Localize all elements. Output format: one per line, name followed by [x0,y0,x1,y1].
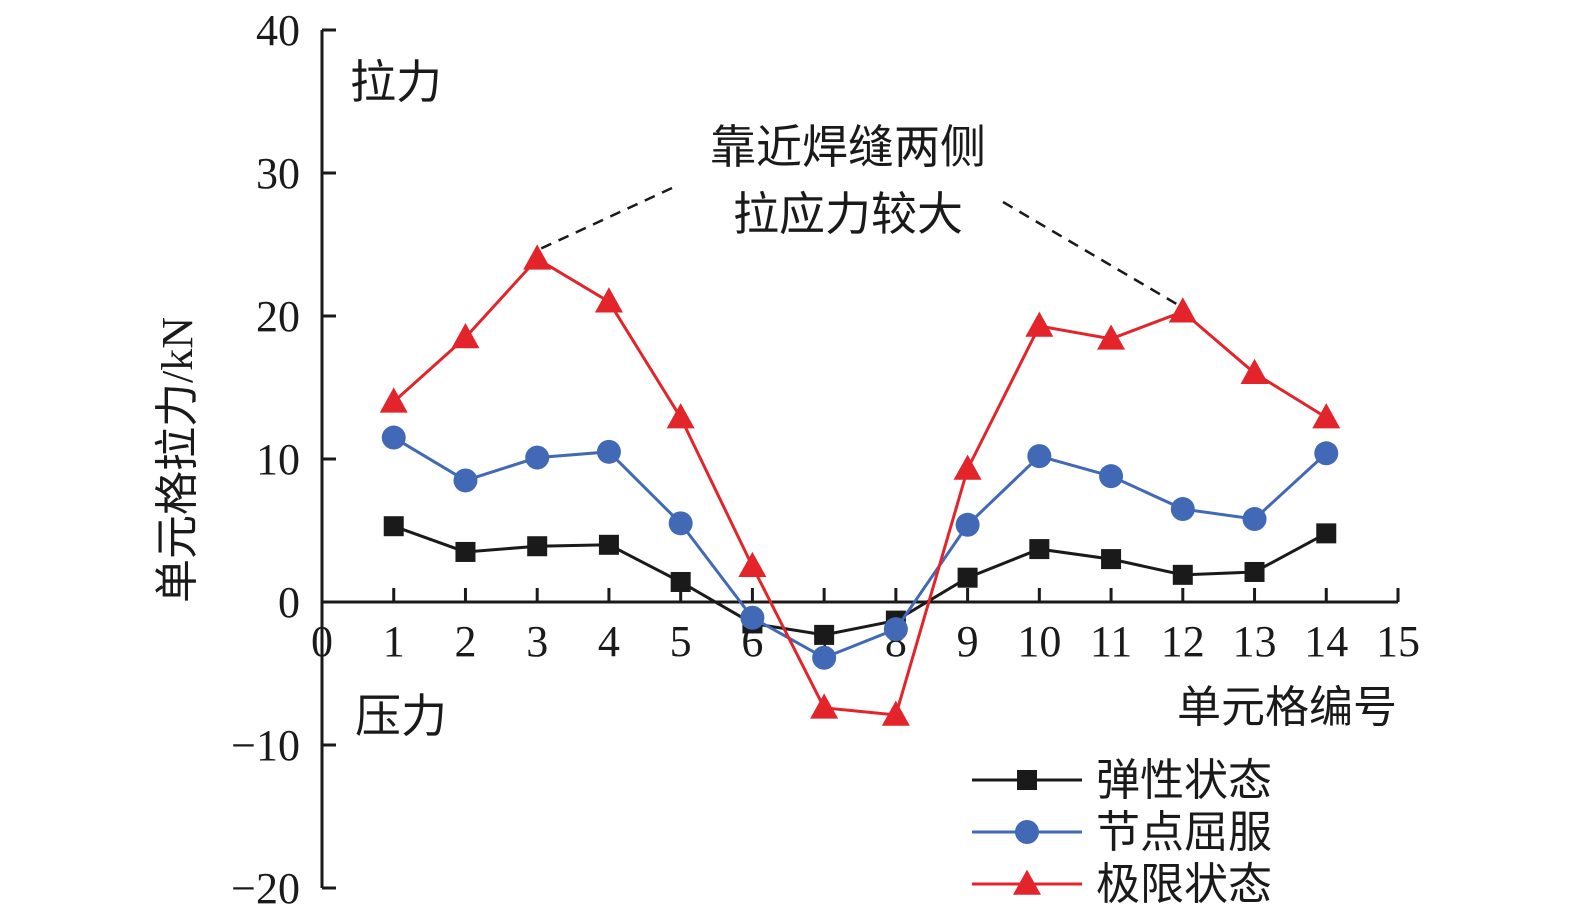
series-square [383,516,1337,645]
series-triangle [379,244,1341,726]
data-point [955,512,980,537]
x-tick-label: 2 [454,617,476,666]
data-point [596,439,621,464]
x-tick-label: 15 [1376,617,1420,666]
y-axis-title: 单元格拉力/kN [153,317,202,603]
annotation-layer: 拉力 压力 靠近焊缝两侧 拉应力较大 [350,57,1181,742]
x-tick-label: 13 [1233,617,1277,666]
data-point [525,445,550,470]
data-point [1242,507,1267,532]
series-line [393,524,1327,637]
data-point [1312,403,1341,429]
x-tick-label: 3 [526,617,548,666]
y-tick-label: −10 [231,721,300,770]
data-point [1099,464,1124,489]
tension-label: 拉力 [350,57,442,108]
y-tick-label: 40 [256,6,300,55]
data-point [953,454,982,480]
note-leader-right [1002,200,1181,308]
x-tick-label: 5 [670,617,692,666]
legend-marker [1013,869,1041,895]
data-point [1244,561,1265,582]
x-tick-label: 9 [957,617,979,666]
data-point [1314,441,1339,466]
data-point [379,387,408,413]
data-point [1240,358,1269,384]
legend-marker [1017,770,1037,790]
legend-item: 极限状态 [972,860,1272,909]
legend-label: 节点屈服 [1096,808,1272,857]
y-tick-label: −20 [231,864,300,913]
weld-note-line2: 拉应力较大 [733,189,963,240]
x-tick-label: 10 [1017,617,1061,666]
data-point [381,425,406,450]
x-tick-label: 14 [1304,617,1348,666]
data-point [881,700,910,726]
data-point [738,551,767,578]
legend-label: 弹性状态 [1096,756,1272,805]
data-point [594,287,623,313]
x-tick-label: 12 [1161,617,1205,666]
y-tick-label: 30 [256,149,300,198]
legend-item: 弹性状态 [972,756,1272,805]
x-tick-label: 4 [598,617,620,666]
x-tick-label: 0 [311,617,333,666]
data-point [1025,311,1054,337]
y-tick-label: 10 [256,435,300,484]
data-point [1101,549,1122,570]
data-point [383,516,404,537]
data-point [670,571,691,592]
data-point [1029,539,1050,560]
series-layer [379,244,1341,726]
legend-item: 节点屈服 [972,808,1272,857]
data-point [455,541,476,562]
data-point [598,534,619,555]
weld-note-line1: 靠近焊缝两侧 [710,122,986,173]
data-point [740,605,765,630]
data-point [1168,297,1197,323]
x-tick-label: 1 [383,617,405,666]
x-axis-title: 单元格编号 [1177,683,1397,732]
y-tick-label: 20 [256,292,300,341]
data-point [1316,523,1337,544]
data-point [668,511,693,536]
data-point [1172,564,1193,585]
y-tick-label: 0 [278,578,300,627]
legend-marker [1015,820,1039,844]
series-circle [381,425,1339,670]
data-point [883,617,908,642]
data-point [810,693,839,719]
x-tick-label: 11 [1090,617,1132,666]
note-leader-left [539,186,673,251]
data-point [957,567,978,588]
data-point [523,244,552,270]
data-point [527,536,548,557]
legend-label: 极限状态 [1096,860,1272,909]
compression-label: 压力 [355,691,447,742]
data-point [1097,324,1126,350]
data-point [1170,497,1195,522]
data-point [451,323,480,349]
data-point [814,624,835,645]
data-point [666,403,695,429]
data-point [1027,444,1052,469]
data-point [812,645,837,670]
data-point [453,468,478,493]
